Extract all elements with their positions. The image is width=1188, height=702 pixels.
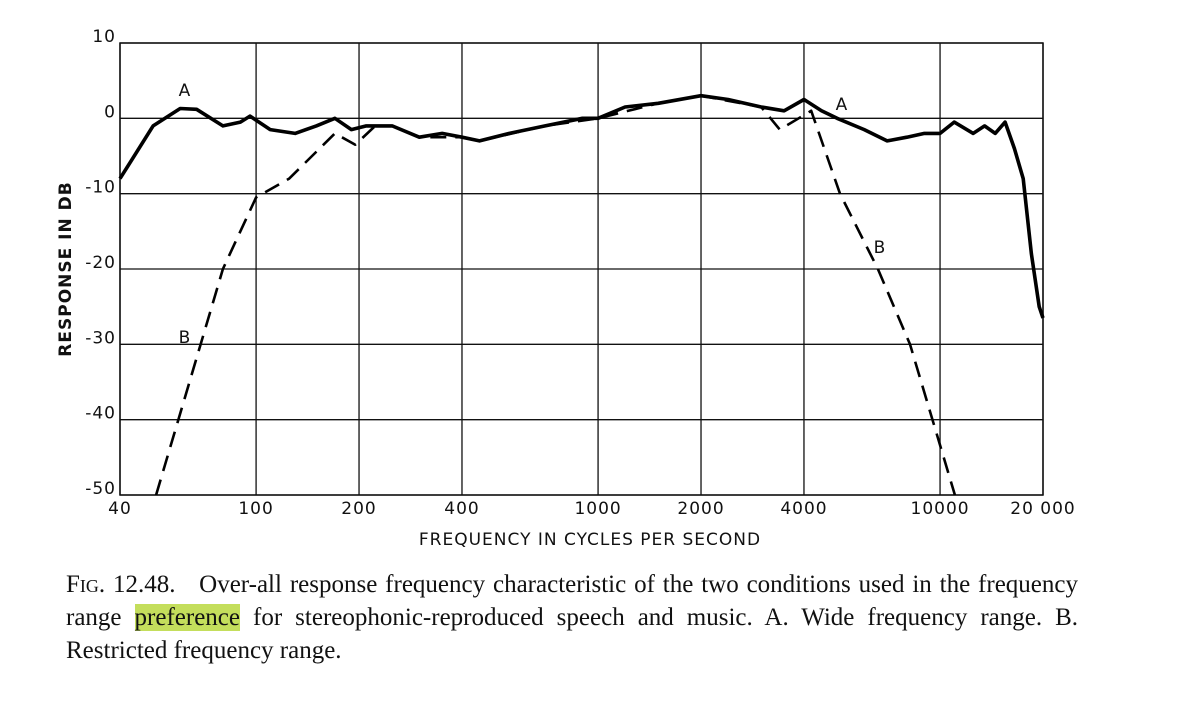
series-label: A xyxy=(836,95,849,115)
x-tick-label: 10000 xyxy=(911,499,970,519)
y-tick-label: -20 xyxy=(85,253,116,273)
series-line xyxy=(118,93,1045,319)
x-tick-label: 4000 xyxy=(780,499,827,519)
x-tick-label: 20 000 xyxy=(1010,499,1075,519)
x-axis-label: FREQUENCY IN CYCLES PER SECOND xyxy=(419,530,761,550)
series-line xyxy=(154,94,957,496)
series-label: B xyxy=(874,238,887,258)
highlight: preference xyxy=(134,604,241,631)
y-axis-label: RESPONSE IN DB xyxy=(56,181,76,356)
caption: Fig. 12.48. Over-all response frequency … xyxy=(66,568,1078,667)
x-tick-label: 200 xyxy=(341,499,376,519)
y-tick-label: -40 xyxy=(85,404,116,424)
series-label: B xyxy=(179,328,192,348)
series-label: A xyxy=(179,81,192,101)
y-tick-label: -10 xyxy=(85,178,116,198)
y-tick-label: 10 xyxy=(92,27,116,47)
x-tick-label: 400 xyxy=(444,499,479,519)
y-tick-label: 0 xyxy=(104,102,116,122)
x-tick-label: 100 xyxy=(238,499,273,519)
x-tick-label: 2000 xyxy=(677,499,724,519)
x-tick-label: 1000 xyxy=(574,499,621,519)
x-tick-label: 40 xyxy=(108,499,132,519)
caption-label: Fig. 12.48. xyxy=(66,571,176,598)
caption-text: Over-all response frequency characterist… xyxy=(66,571,1078,631)
caption-text: for stereophonic-reproduced speech and m… xyxy=(66,604,1079,664)
chart: RESPONSE IN DB FREQUENCY IN CYCLES PER S… xyxy=(56,27,1075,550)
y-tick-label: -50 xyxy=(85,479,116,499)
y-tick-label: -30 xyxy=(85,328,116,348)
